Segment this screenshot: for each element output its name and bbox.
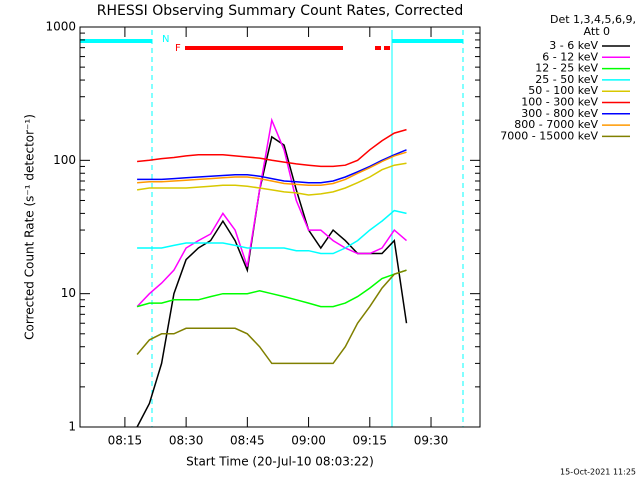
chart-title: RHESSI Observing Summary Count Rates, Co… — [97, 3, 463, 19]
y-tick-label: 1 — [68, 420, 76, 434]
series-line — [136, 269, 407, 308]
series-line — [137, 128, 407, 168]
legend-title: Det 1,3,4,5,6,9, — [550, 13, 636, 26]
flare-label: F — [175, 43, 181, 54]
series-line — [137, 151, 407, 187]
legend-label: 3 - 6 keV — [549, 39, 598, 52]
legend-label: 100 - 300 keV — [521, 96, 598, 109]
legend-label: 7000 - 15000 keV — [500, 129, 598, 142]
y-tick-label: 100 — [53, 153, 76, 167]
x-tick-label: 08:45 — [230, 434, 265, 448]
y-tick-label: 1000 — [45, 20, 76, 34]
legend-label: 25 - 50 keV — [535, 73, 598, 86]
x-tick-label: 09:00 — [291, 434, 326, 448]
series-line — [136, 162, 407, 196]
footer: 15-Oct-2021 11:25 — [560, 468, 636, 477]
y-axis-label: Corrected Count Rate (s⁻¹ detector⁻¹) — [23, 114, 37, 340]
legend-label: 6 - 12 keV — [542, 50, 598, 63]
series-line — [136, 269, 407, 365]
legend-subtitle: Att 0 — [584, 25, 610, 38]
x-axis-label: Start Time (20-Jul-10 08:03:22) — [186, 455, 374, 469]
plot-frame — [79, 26, 481, 428]
x-tick-label: 08:30 — [169, 434, 204, 448]
series-line — [137, 209, 407, 255]
night-label: N — [162, 34, 169, 45]
x-tick-label: 09:15 — [352, 434, 387, 448]
series-line — [136, 117, 407, 308]
y-tick-label: 10 — [61, 286, 76, 300]
legend-label: 800 - 7000 keV — [514, 118, 598, 131]
legend-label: 12 - 25 keV — [535, 62, 598, 75]
x-tick-label: 09:30 — [414, 434, 449, 448]
x-tick-label: 08:15 — [108, 434, 143, 448]
legend-label: 50 - 100 keV — [528, 84, 598, 97]
legend-label: 300 - 800 keV — [521, 107, 598, 120]
series-line — [137, 149, 407, 184]
